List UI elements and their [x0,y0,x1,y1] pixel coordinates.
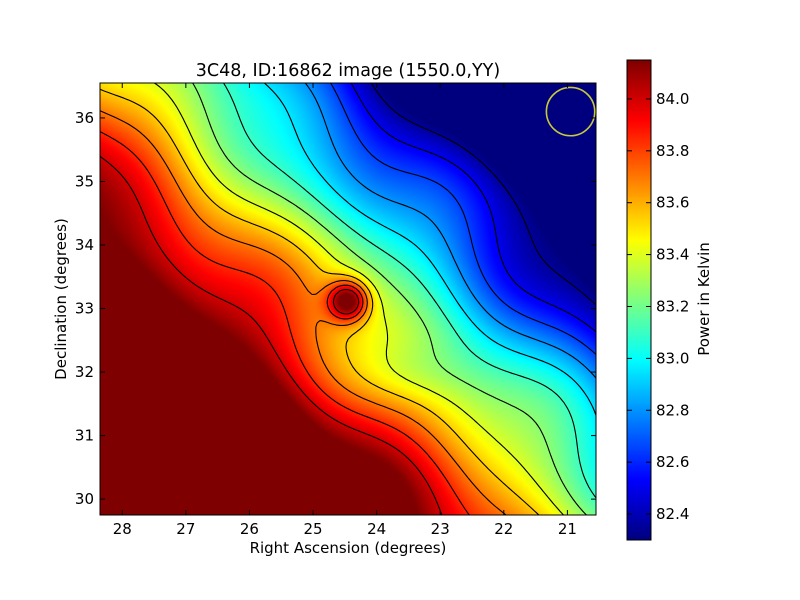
x-tick-label: 24 [367,520,386,538]
colorbar-ticks: 82.4 82.6 82.8 83.0 83.2 83.4 83.6 83.8 84.0 [627,90,689,523]
x-axis-label: Right Ascension (degrees) [250,539,447,557]
x-tick-label: 22 [494,520,513,538]
contour-level [99,131,470,516]
colorbar-tick-label: 82.8 [656,401,689,419]
y-tick-label: 32 [75,363,94,381]
colorbar-tick-label: 83.2 [656,297,689,315]
contour-level [304,82,597,379]
x-tick-label: 26 [240,520,259,538]
y-tick-label: 35 [75,172,94,190]
colorbar-tick-label: 83.8 [656,142,689,160]
colorbar-tick-label: 82.4 [656,505,689,523]
chart-title: 3C48, ID:16862 image (1550.0,YY) [196,61,500,81]
y-tick-label: 34 [75,236,94,254]
colorbar-tick-label: 82.6 [656,453,689,471]
y-axis-ticks: 30 31 32 33 34 35 36 [75,109,596,508]
x-axis-ticks: 28 27 26 25 24 23 22 21 [113,83,577,538]
contour-level [370,82,597,306]
heatmap-image [100,83,596,515]
plot-frame [99,82,597,516]
contour-lines [99,82,597,516]
beam-circle-marker [545,86,596,137]
x-tick-label: 28 [113,520,132,538]
colorbar-gradient [627,60,651,540]
x-tick-label: 23 [431,520,450,538]
colorbar-tick-label: 84.0 [656,90,689,108]
contour-level [330,82,597,355]
x-tick-label: 21 [558,520,577,538]
colorbar: 82.4 82.6 82.8 83.0 83.2 83.4 83.6 83.8 84.0 Pow… [626,59,713,541]
contour-level [350,82,597,333]
x-tick-label: 25 [303,520,322,538]
y-tick-label: 36 [75,109,94,127]
colorbar-tick-label: 83.4 [656,246,689,264]
contour-level [154,82,564,516]
contour-level [264,82,597,416]
colorbar-tick-label: 83.6 [656,194,689,212]
x-tick-label: 27 [176,520,195,538]
colorbar-frame [626,59,652,541]
contour-level [99,88,540,516]
y-tick-label: 31 [75,427,94,445]
colorbar-tick-label: 83.0 [656,349,689,367]
contour-level [99,155,443,516]
y-tick-label: 33 [75,300,94,318]
contour-level [192,82,587,516]
y-tick-label: 30 [75,490,94,508]
plot-area [99,82,597,516]
colorbar-label: Power in Kelvin [695,242,713,356]
y-axis-label: Declination (degrees) [52,218,70,380]
